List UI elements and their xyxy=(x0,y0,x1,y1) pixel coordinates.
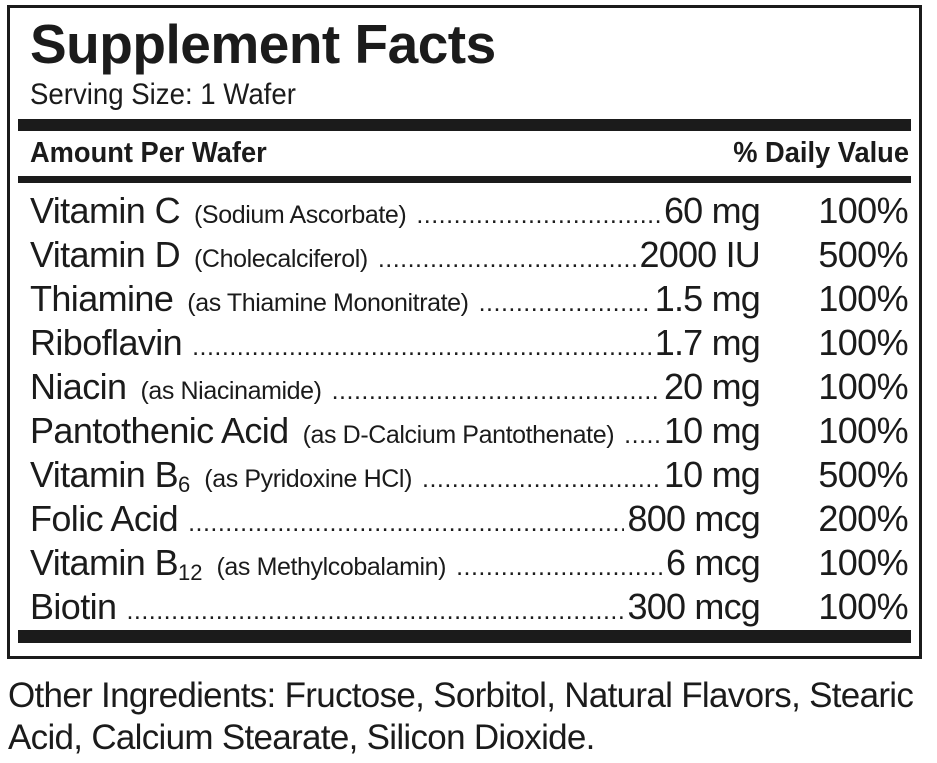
nutrient-name: Pantothenic Acid xyxy=(30,409,289,453)
other-ingredients: Other Ingredients: Fructose, Sorbitol, N… xyxy=(8,676,914,757)
nutrient-amount: 20 mg xyxy=(661,365,760,409)
nutrient-amount: 1.5 mg xyxy=(652,277,760,321)
nutrient-row: Pantothenic Acid (as D-Calcium Pantothena… xyxy=(30,409,909,453)
nutrient-name-text: Vitamin C xyxy=(30,190,181,231)
nutrient-name: Vitamin C xyxy=(30,189,181,233)
nutrient-name: Riboflavin xyxy=(30,321,183,365)
nutrient-name-text: Vitamin D xyxy=(30,234,181,275)
nutrient-subscript: 6 xyxy=(178,472,191,497)
nutrient-daily-value: 100% xyxy=(818,410,908,451)
nutrient-source: (as Pyridoxine HCl) xyxy=(204,465,412,493)
nutrient-label-group: Folic Acid..............................… xyxy=(30,497,760,541)
nutrient-daily-value: 100% xyxy=(818,542,908,583)
nutrient-label-group: Thiamine (as Thiamine Mononitrate).......… xyxy=(30,277,760,321)
serving-size: Serving Size: 1 Wafer xyxy=(30,78,296,111)
nutrient-amount: 6 mcg xyxy=(663,541,760,585)
nutrient-name: Thiamine xyxy=(30,277,174,321)
nutrient-label-group: Biotin..................................… xyxy=(30,585,760,629)
nutrient-label-group: Vitamin B12 (as Methylcobalamin).........… xyxy=(30,541,760,585)
dot-leader: ........................................… xyxy=(624,421,660,449)
nutrient-label-group: Vitamin B6 (as Pyridoxine HCl)...........… xyxy=(30,453,760,497)
nutrient-amount: 300 mcg xyxy=(625,585,760,629)
nutrient-row: Biotin..................................… xyxy=(30,585,909,629)
amount-per-serving-header: Amount Per Wafer xyxy=(30,137,267,169)
nutrient-row: Vitamin D (Cholecalciferol)..............… xyxy=(30,233,909,277)
nutrient-name: Vitamin B12 xyxy=(30,541,203,585)
nutrient-label-group: Vitamin D (Cholecalciferol)..............… xyxy=(30,233,760,277)
nutrient-name-text: Thiamine xyxy=(30,278,174,319)
nutrient-daily-value: 100% xyxy=(818,322,908,363)
nutrient-row: Vitamin B6 (as Pyridoxine HCl)...........… xyxy=(30,453,909,497)
nutrient-amount: 2000 IU xyxy=(637,233,760,277)
nutrient-list: Vitamin C (Sodium Ascorbate).............… xyxy=(30,189,909,629)
nutrient-row: Thiamine (as Thiamine Mononitrate).......… xyxy=(30,277,909,321)
nutrient-label-group: Pantothenic Acid (as D-Calcium Pantothena… xyxy=(30,409,760,453)
dot-leader: ........................................… xyxy=(422,465,660,493)
nutrient-source: (as Thiamine Mononitrate) xyxy=(187,289,469,317)
nutrient-row: Vitamin C (Sodium Ascorbate).............… xyxy=(30,189,909,233)
nutrient-source: (Cholecalciferol) xyxy=(194,245,368,273)
nutrient-daily-value: 100% xyxy=(818,586,908,627)
nutrient-name: Folic Acid xyxy=(30,497,179,541)
nutrient-name-text: Folic Acid xyxy=(30,498,179,539)
nutrient-daily-value: 100% xyxy=(818,190,908,231)
nutrient-name-text: Vitamin B xyxy=(30,542,179,583)
nutrient-source: (Sodium Ascorbate) xyxy=(194,201,407,229)
nutrient-row: Niacin (as Niacinamide)..................… xyxy=(30,365,909,409)
dot-leader: ........................................… xyxy=(456,553,662,581)
nutrient-name-text: Pantothenic Acid xyxy=(30,410,289,451)
nutrient-row: Riboflavin..............................… xyxy=(30,321,909,365)
nutrient-daily-value: 500% xyxy=(818,234,908,275)
dot-leader: ........................................… xyxy=(416,201,660,229)
nutrient-daily-value: 100% xyxy=(818,278,908,319)
nutrient-subscript: 12 xyxy=(178,560,203,585)
nutrient-name: Niacin xyxy=(30,365,127,409)
nutrient-label-group: Riboflavin..............................… xyxy=(30,321,760,365)
dot-leader: ........................................… xyxy=(331,377,660,405)
medium-divider xyxy=(18,176,911,183)
nutrient-label-group: Niacin (as Niacinamide)..................… xyxy=(30,365,760,409)
nutrient-amount: 800 mcg xyxy=(625,497,760,541)
nutrient-amount: 10 mg xyxy=(661,453,760,497)
nutrient-amount: 60 mg xyxy=(661,189,760,233)
daily-value-header: % Daily Value xyxy=(733,137,909,169)
dot-leader: ........................................… xyxy=(478,289,651,317)
nutrient-amount: 1.7 mg xyxy=(652,321,760,365)
dot-leader: ........................................… xyxy=(188,509,623,537)
nutrient-source: (as Niacinamide) xyxy=(140,377,322,405)
nutrient-name: Vitamin B6 xyxy=(30,453,190,497)
nutrient-row: Folic Acid..............................… xyxy=(30,497,909,541)
nutrient-row: Vitamin B12 (as Methylcobalamin).........… xyxy=(30,541,909,585)
supplement-facts-panel: Supplement Facts Serving Size: 1 Wafer A… xyxy=(7,5,922,659)
thick-divider-bottom xyxy=(18,630,911,643)
nutrient-label-group: Vitamin C (Sodium Ascorbate).............… xyxy=(30,189,760,233)
dot-leader: ........................................… xyxy=(192,333,651,361)
nutrient-name-text: Niacin xyxy=(30,366,127,407)
nutrient-name: Vitamin D xyxy=(30,233,181,277)
dot-leader: ........................................… xyxy=(126,597,624,625)
nutrient-daily-value: 500% xyxy=(818,454,908,495)
nutrient-name-text: Riboflavin xyxy=(30,322,183,363)
nutrient-name-text: Biotin xyxy=(30,586,117,627)
nutrient-amount: 10 mg xyxy=(661,409,760,453)
nutrient-name: Biotin xyxy=(30,585,117,629)
panel-title: Supplement Facts xyxy=(30,13,496,75)
thick-divider-top xyxy=(18,119,911,131)
nutrient-source: (as D-Calcium Pantothenate) xyxy=(302,421,615,449)
dot-leader: ........................................… xyxy=(377,245,636,273)
nutrient-source: (as Methylcobalamin) xyxy=(216,553,447,581)
nutrient-name-text: Vitamin B xyxy=(30,454,179,495)
nutrient-daily-value: 200% xyxy=(818,498,908,539)
nutrient-daily-value: 100% xyxy=(818,366,908,407)
